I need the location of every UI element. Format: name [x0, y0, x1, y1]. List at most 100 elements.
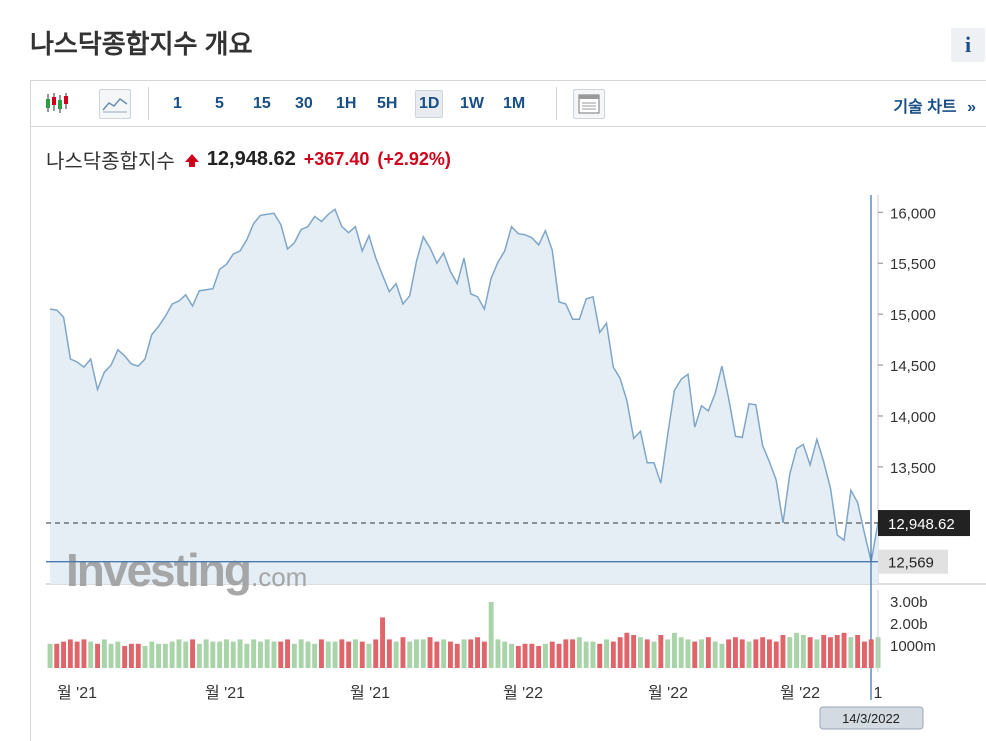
volume-bar — [841, 632, 847, 668]
chart-toolbar: 1 5 15 30 1H 5H 1D 1W 1M 기술 차트 » — [30, 81, 986, 127]
tech-chart-link[interactable]: 기술 차트 » — [893, 93, 976, 117]
toolbar-divider — [148, 87, 149, 120]
y-tick-label: 14,500 — [890, 358, 936, 375]
volume-bar — [543, 643, 548, 668]
candlestick-icon[interactable] — [42, 89, 72, 117]
x-tick-label: 1 — [874, 685, 883, 702]
volume-tick-label: 2.00b — [890, 616, 928, 633]
timeframe-5[interactable]: 5 — [215, 95, 224, 112]
timeframe-1[interactable]: 1 — [173, 95, 182, 112]
volume-bar — [597, 643, 603, 668]
volume-bar — [807, 637, 813, 668]
volume-bar — [291, 643, 297, 668]
volume-bar — [122, 646, 128, 668]
last-price: 12,948.62 — [206, 148, 296, 170]
volume-bar — [746, 641, 752, 668]
timeframe-1d[interactable]: 1D — [415, 90, 444, 118]
volume-bar — [156, 643, 161, 668]
volume-bar — [271, 641, 277, 668]
volume-bar — [760, 637, 766, 668]
volume-bar — [787, 637, 793, 668]
volume-bar — [590, 641, 596, 668]
volume-bar — [386, 639, 392, 668]
volume-bar — [617, 637, 623, 668]
timeframe-1m[interactable]: 1M — [503, 95, 526, 112]
table-icon[interactable] — [573, 89, 605, 119]
volume-bar — [814, 639, 820, 668]
y-tick-label: 13,500 — [890, 460, 936, 477]
volume-bar — [522, 643, 528, 668]
timeframe-1h[interactable]: 1H — [336, 95, 357, 112]
volume-bar — [570, 639, 575, 668]
volume-bar — [380, 617, 385, 668]
volume-bar — [767, 639, 772, 668]
volume-bar — [733, 637, 738, 668]
volume-bar — [461, 639, 467, 668]
volume-bar — [862, 641, 867, 668]
timeframe-15[interactable]: 15 — [253, 95, 271, 112]
info-icon[interactable]: i — [951, 28, 985, 62]
volume-bar — [81, 639, 87, 668]
price-line — [49, 208, 879, 562]
volume-bar — [353, 639, 358, 668]
x-tick-label: 월 '21 — [205, 684, 245, 702]
timeframe-5h[interactable]: 5H — [377, 95, 398, 112]
volume-bar — [848, 637, 854, 668]
volume-bar — [475, 637, 480, 668]
volume-bar — [502, 641, 508, 668]
volume-bar — [644, 639, 650, 668]
volume-bar — [95, 643, 100, 668]
volume-bar — [149, 641, 155, 668]
volume-bar — [108, 643, 114, 668]
timeframe-30[interactable]: 30 — [295, 95, 313, 112]
volume-bar — [434, 641, 440, 668]
volume-bar — [780, 635, 786, 668]
price-change: +367.40 — [303, 149, 370, 169]
chart-frame — [30, 80, 986, 741]
volume-bar — [692, 641, 698, 668]
timeframe-1w[interactable]: 1W — [460, 95, 484, 112]
volume-bar — [454, 643, 460, 668]
price-change-percent: (+2.92%) — [377, 149, 451, 169]
crosshair-price-label: 12,569 — [888, 555, 934, 572]
volume-bar — [285, 639, 290, 668]
area-chart-icon[interactable] — [99, 89, 131, 119]
volume-bar — [753, 639, 759, 668]
volume-bar — [319, 639, 324, 668]
volume-bar — [739, 639, 745, 668]
volume-bar — [332, 641, 338, 668]
volume-bar — [203, 639, 209, 668]
crosshair-date-label: 14/3/2022 — [842, 711, 900, 726]
volume-bar — [712, 641, 718, 668]
x-tick-label: 월 '21 — [57, 684, 97, 702]
crosshair-date-label-bg — [819, 706, 924, 730]
volume-bar — [196, 643, 202, 668]
volume-bar — [312, 643, 318, 668]
volume-bar — [828, 637, 833, 668]
volume-bar — [556, 643, 562, 668]
volume-bar — [821, 635, 827, 668]
volume-bar — [855, 635, 861, 668]
volume-bar — [230, 641, 236, 668]
volume-bar — [448, 641, 453, 668]
volume-bar — [339, 639, 345, 668]
volume-bar — [393, 641, 399, 668]
volume-bar — [54, 643, 60, 668]
x-tick-label: 월 '22 — [503, 684, 543, 702]
volume-bar — [244, 643, 250, 668]
tech-chart-label: 기술 차트 — [893, 99, 957, 116]
volume-bar — [210, 641, 216, 668]
volume-bar — [258, 641, 263, 668]
volume-bar — [407, 641, 413, 668]
volume-bar — [488, 602, 494, 668]
volume-bar — [726, 639, 732, 668]
volume-bar — [672, 632, 677, 668]
volume-bar — [400, 637, 406, 668]
volume-bar — [162, 643, 168, 668]
volume-bar — [719, 643, 725, 668]
volume-bar — [88, 641, 94, 668]
volume-bar — [135, 643, 141, 668]
volume-bar — [563, 639, 569, 668]
volume-bar — [101, 639, 107, 668]
